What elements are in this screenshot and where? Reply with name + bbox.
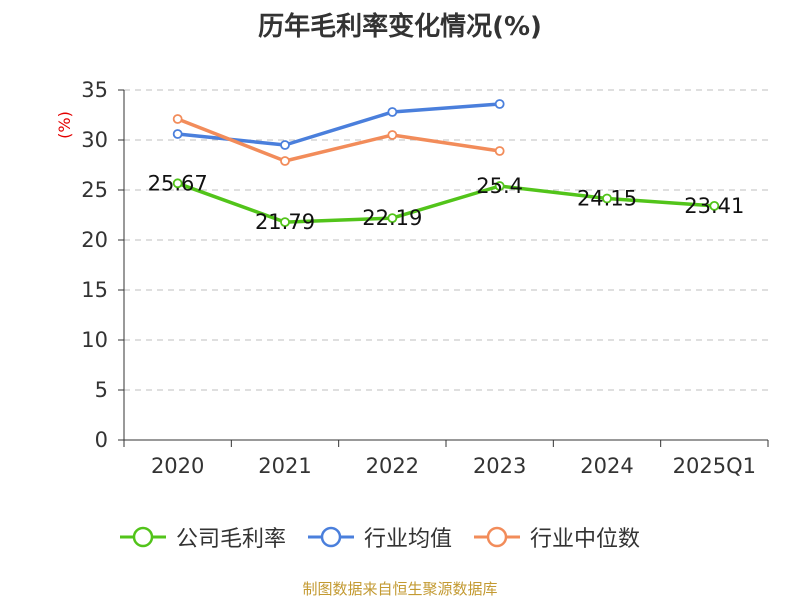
data-label: 25.4 [476, 174, 523, 198]
y-tick-label: 15 [81, 278, 108, 302]
data-point [280, 217, 290, 228]
legend-line-circle-icon [308, 526, 355, 548]
data-label: 22.19 [362, 206, 422, 230]
data-point [387, 107, 398, 117]
data-point [172, 178, 183, 189]
legend-item[interactable]: 行业均值 [308, 521, 452, 553]
data-point [280, 156, 290, 166]
y-tick-label: 35 [81, 78, 108, 102]
y-axis-label: (%) [55, 111, 74, 139]
data-point [387, 130, 398, 140]
y-tick-label: 25 [81, 178, 108, 202]
x-tick-label: 2025Q1 [673, 454, 756, 478]
legend-label: 行业中位数 [530, 527, 641, 552]
legend-item[interactable]: 行业中位数 [474, 521, 640, 553]
series-line [177, 181, 715, 224]
chart-title: 历年毛利率变化情况(%) [258, 12, 542, 42]
x-tick-label: 2021 [258, 454, 311, 478]
data-point [387, 213, 398, 224]
y-tick-label: 5 [95, 378, 108, 402]
legend-item[interactable]: 公司毛利率 [120, 521, 286, 553]
y-tick-label: 10 [81, 328, 108, 352]
y-tick-label: 0 [95, 428, 108, 452]
series-line [177, 117, 500, 163]
data-point [280, 140, 290, 150]
data-point [709, 200, 720, 211]
legend: 公司毛利率 行业均值 行业中位数 [120, 520, 662, 554]
data-label: 25.67 [148, 171, 208, 195]
data-point [172, 129, 183, 139]
legend-line-circle-icon [474, 526, 521, 548]
data-point [494, 181, 505, 191]
x-tick-label: 2023 [473, 454, 526, 478]
x-tick-label: 2020 [151, 454, 204, 478]
data-point [494, 146, 505, 156]
data-label: 21.79 [255, 210, 315, 234]
data-point [602, 193, 612, 204]
y-tick-label: 30 [81, 128, 108, 152]
x-tick-label: 2024 [580, 454, 633, 478]
data-point [172, 114, 183, 124]
legend-line-circle-icon [120, 526, 166, 548]
data-point [494, 99, 505, 109]
y-tick-label: 20 [81, 228, 108, 252]
data-label: 24.15 [577, 187, 637, 211]
legend-label: 行业均值 [364, 527, 453, 552]
x-tick-label: 2022 [366, 454, 419, 478]
legend-label: 公司毛利率 [176, 527, 287, 552]
data-label: 23.41 [684, 194, 744, 218]
data-source-note: 制图数据来自恒生聚源数据库 [302, 580, 498, 598]
